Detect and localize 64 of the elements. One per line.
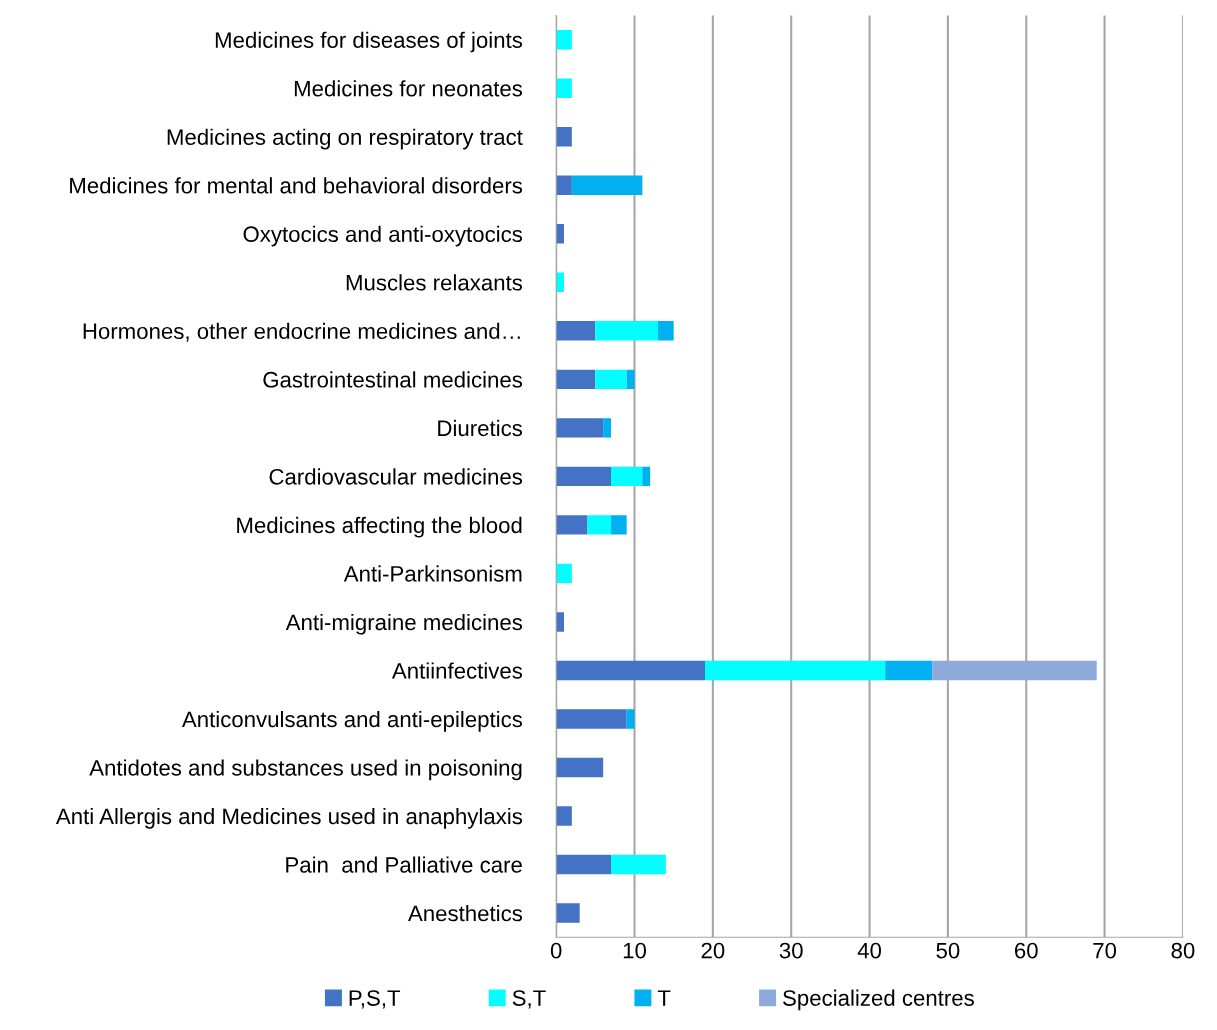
y-tick-label: Anticonvulsants and anti-epileptics [181,710,523,732]
legend-label: S,T [512,990,546,1009]
y-tick-label: Anti Allergis and Medicines used in anaphylaxis [55,807,523,829]
y-tick-label: Antidotes and substances used in poisoning [89,759,522,781]
y-tick-label: Diuretics [438,419,523,437]
bar [595,369,627,390]
bar [556,127,572,147]
bar [595,321,659,341]
bar [626,369,635,390]
bar [556,321,596,341]
y-tick-label: Hormones, other endocrine medicines and… [83,322,520,342]
bar [556,30,572,50]
x-tick-label: 40 [857,942,882,959]
bar [571,175,643,195]
y-tick-label: Oxytocics and anti-oxytocics [243,225,523,247]
bar [556,806,572,826]
bar [556,466,612,487]
y-tick-label: Muscles relaxants [346,274,523,291]
y-tick-label: Anesthetics [408,904,523,922]
y-tick-label: Medicines for diseases of joints [215,31,523,53]
y-tick-label: Antiinfectives [391,662,523,679]
x-tick-label: 80 [1171,942,1195,959]
bar [556,903,580,923]
x-tick-label: 50 [936,942,960,959]
y-tick-label: Pain and Palliative care [286,856,522,873]
y-tick-label: Medicines affecting the blood [237,516,522,538]
bar [556,709,627,729]
bar [658,321,674,341]
legend-label: Specialized centres [783,989,974,1011]
bar [556,515,588,535]
bar [556,612,564,632]
bar [603,418,612,438]
x-tick-label: 30 [779,942,803,959]
y-tick-label: Gastrointestinal medicines [263,371,523,388]
legend-label: T [657,990,671,1006]
bar [556,757,604,778]
y-tick-label: Cardiovascular medicines [269,468,523,485]
bar [611,854,666,875]
bar [556,563,572,584]
bar [556,78,572,98]
bar [705,660,886,681]
bar [556,660,706,681]
bar [556,418,604,438]
x-tick-label: 70 [1093,942,1117,959]
x-tick-label: 0 [550,942,562,959]
x-tick-label: 10 [623,942,646,959]
bar [885,660,933,681]
x-tick-label: 60 [1015,942,1038,959]
legend-label: P,S,T [349,990,401,1009]
bar [626,709,635,729]
bar [587,515,612,535]
y-tick-label: Anti-migraine medicines [285,613,523,635]
x-tick-label: 20 [701,942,725,959]
y-tick-label: Medicines for neonates [294,80,523,97]
y-tick-label: Anti-Parkinsonism [343,565,522,582]
bar [611,515,627,535]
bar [642,466,651,487]
bar [556,854,612,875]
bar [932,660,1097,681]
bar [556,175,572,195]
bar [556,369,596,390]
y-tick-label: Medicines for mental and behavioral disorders [70,177,523,194]
bar [611,466,643,487]
y-tick-label: Medicines acting on respiratory tract [167,128,523,150]
